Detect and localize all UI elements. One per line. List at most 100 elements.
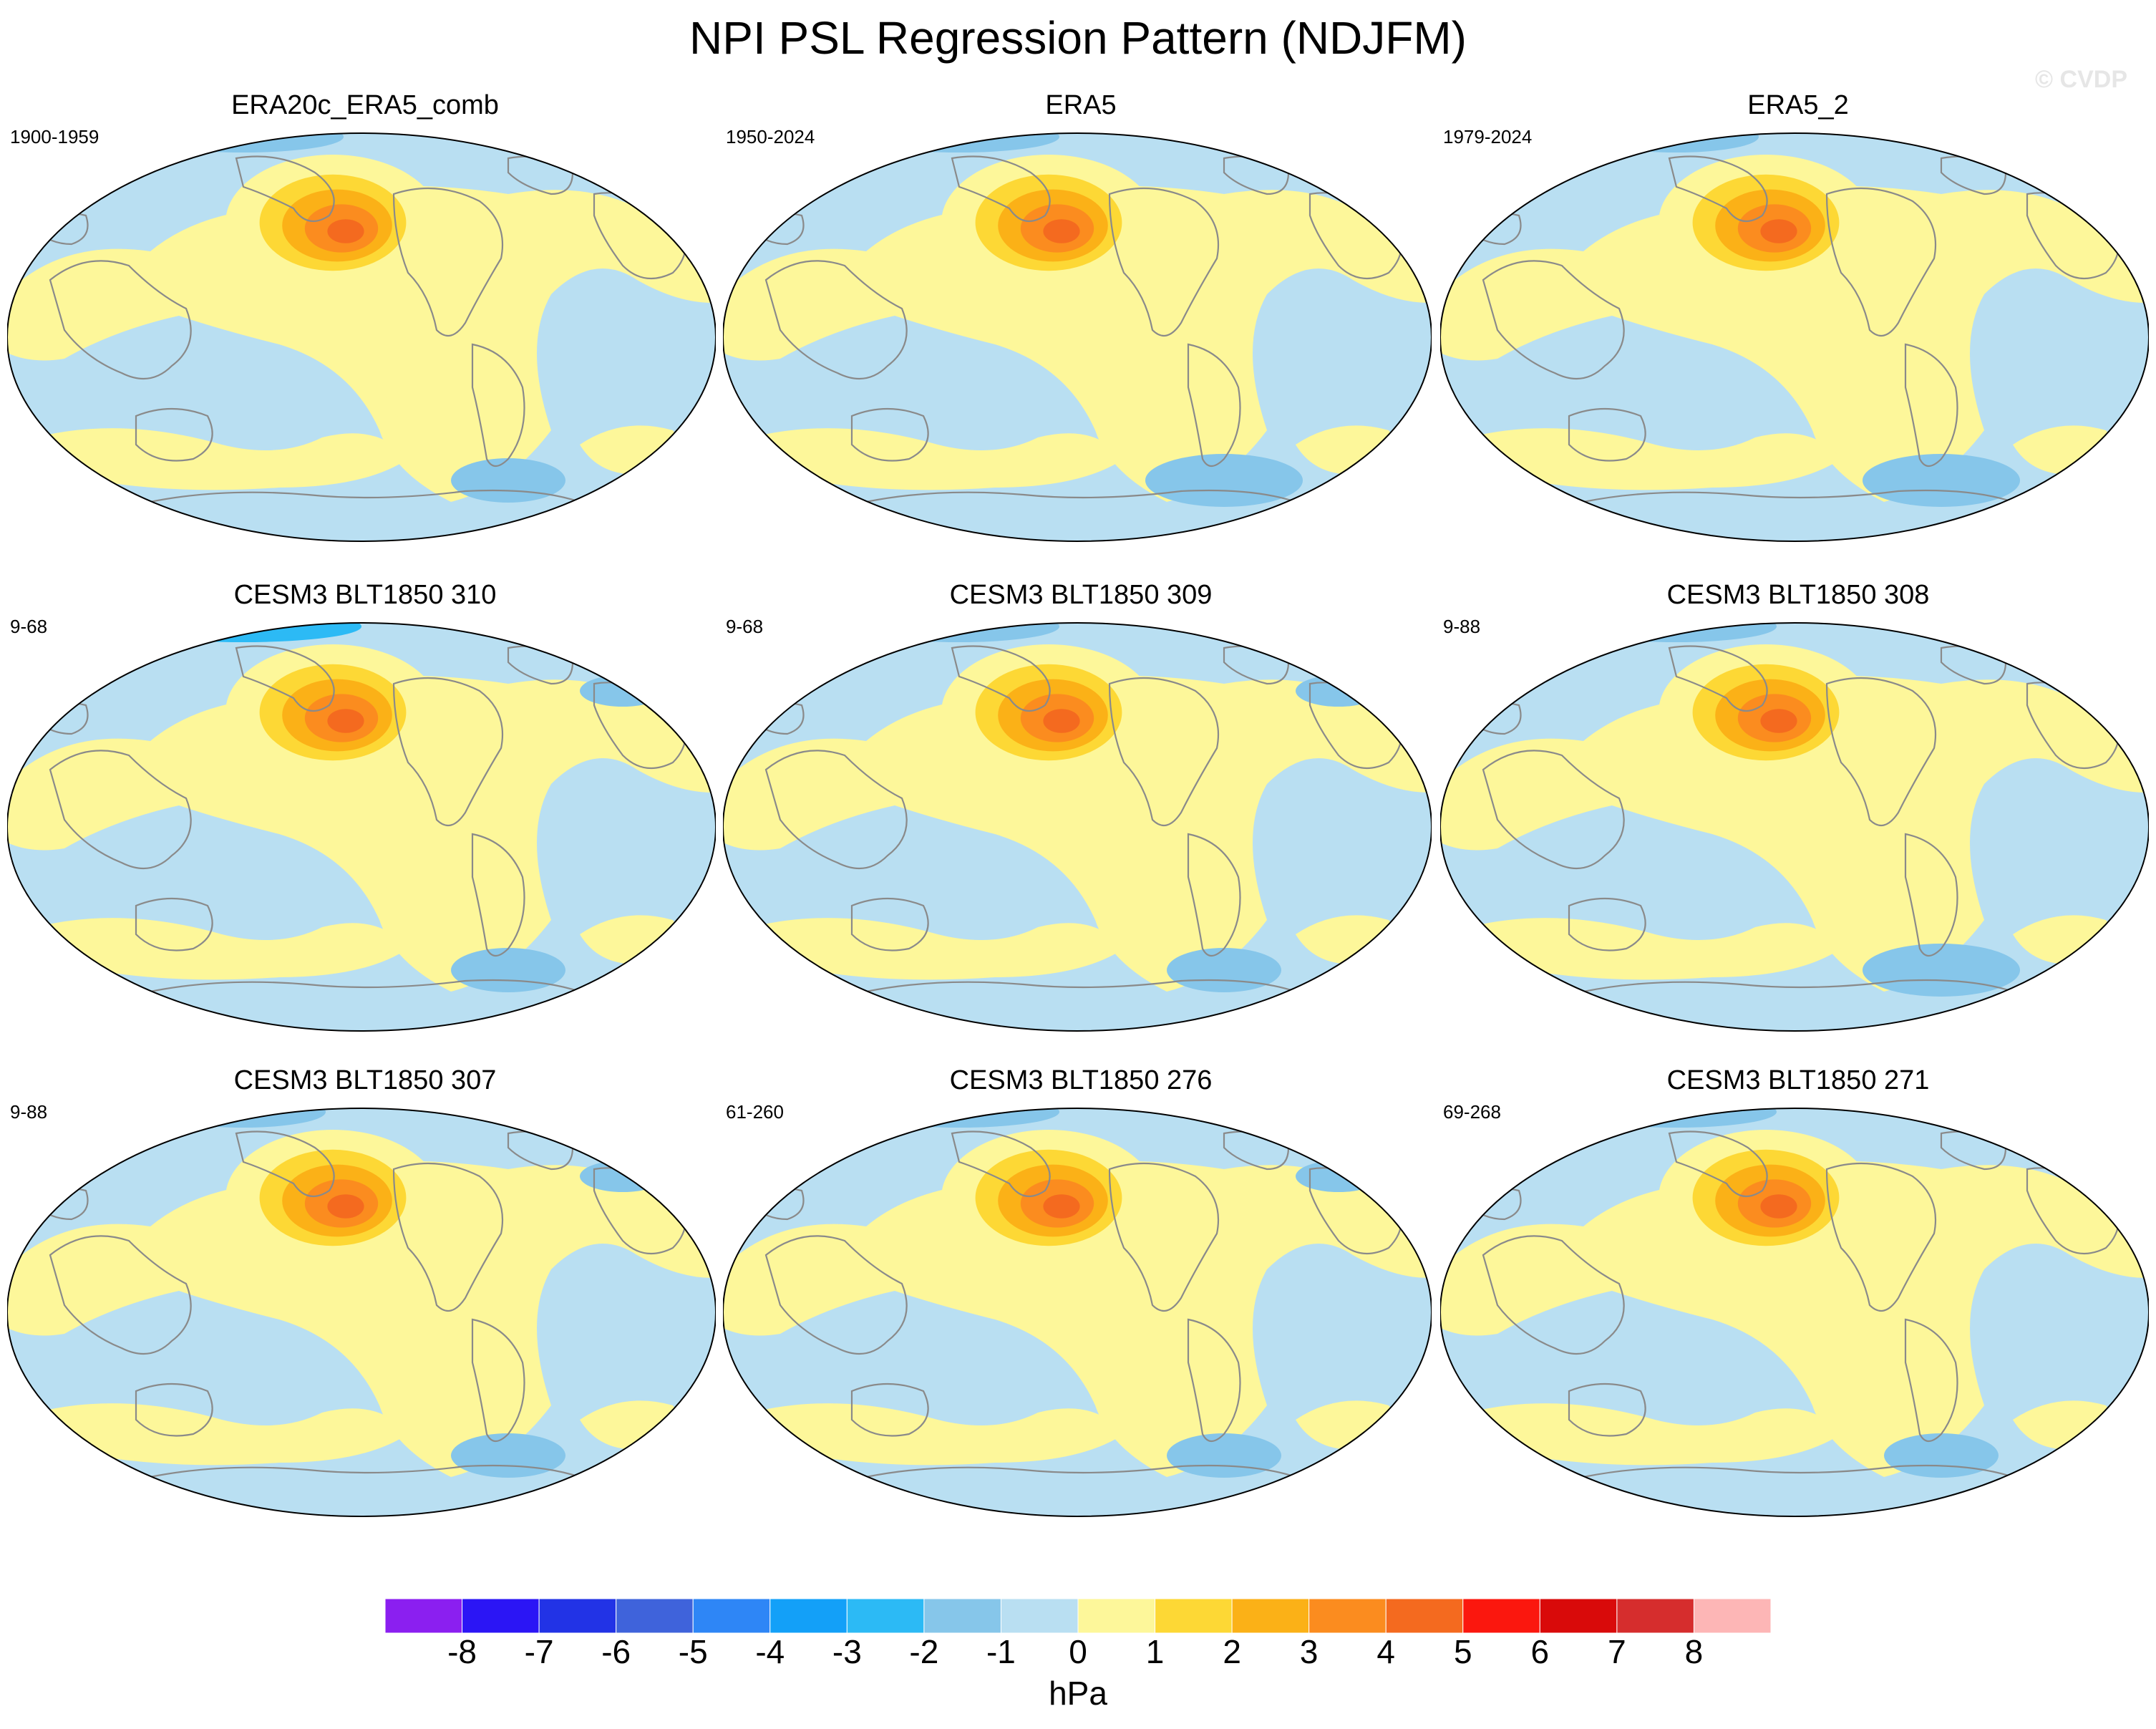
- np-high-contour: [1760, 709, 1797, 733]
- panel-title: CESM3 BLT1850 271: [1666, 1065, 1930, 1095]
- positive-anomaly-region: [1095, 379, 1214, 432]
- colorbar-tick-label: 4: [1376, 1633, 1396, 1670]
- panel-title: CESM3 BLT1850 307: [233, 1065, 497, 1095]
- panel-title: ERA5: [1045, 90, 1117, 120]
- colorbar-box: [769, 1599, 848, 1633]
- np-high-contour: [1760, 1194, 1797, 1219]
- coastline: [1904, 343, 1958, 468]
- colorbar-box: [1539, 1599, 1618, 1633]
- colorbar-box: [1077, 1599, 1156, 1633]
- colorbar-tick-label: 0: [1069, 1633, 1087, 1670]
- coastline: [1482, 750, 1625, 870]
- colorbar-tick-label: -5: [678, 1633, 708, 1670]
- atlantic-low-region: [1296, 675, 1382, 707]
- coastline: [764, 260, 908, 380]
- coastline: [392, 187, 504, 337]
- map-panel: CESM3 BLT1850 308 9-88: [1440, 580, 2156, 1074]
- coastline: [471, 1318, 525, 1443]
- coastline: [1568, 897, 1646, 951]
- map-svg: [1440, 132, 2149, 542]
- coastline: [1668, 155, 1768, 223]
- np-high-contour: [1043, 219, 1080, 243]
- positive-anomaly-region: [1469, 1403, 1841, 1466]
- figure-title: NPI PSL Regression Pattern (NDJFM): [689, 12, 1467, 64]
- positive-anomaly-region: [1440, 1161, 2149, 1477]
- np-high-contour: [1760, 219, 1797, 243]
- colorbar-tick-label: 3: [1299, 1633, 1319, 1670]
- coastline: [764, 750, 908, 870]
- map-panel: CESM3 BLT1850 276 61-260: [723, 1065, 1439, 1559]
- southern-low-region: [1167, 948, 1281, 992]
- positive-anomaly-region: [7, 185, 716, 502]
- positive-anomaly-region: [1812, 1354, 1931, 1407]
- positive-anomaly-region: [1469, 918, 1841, 980]
- map-border: [7, 132, 716, 542]
- map-svg: [7, 622, 716, 1032]
- southern-low-region: [1145, 454, 1303, 507]
- colorbar-box: [1385, 1599, 1464, 1633]
- southern-low-region: [1884, 1433, 1999, 1478]
- coastline: [1568, 407, 1646, 462]
- positive-anomaly-region: [379, 1354, 498, 1407]
- map-panel: CESM3 BLT1850 271 69-268: [1440, 1065, 2156, 1559]
- map-svg: [7, 132, 716, 542]
- coastline: [150, 979, 581, 993]
- colorbar-tick-label: -4: [755, 1633, 785, 1670]
- positive-anomaly-region: [36, 428, 408, 490]
- colorbar-box: [1462, 1599, 1540, 1633]
- colorbar-tick-label: -1: [986, 1633, 1016, 1670]
- coastline: [1187, 833, 1241, 957]
- coastline: [1825, 1162, 1937, 1312]
- positive-anomaly-region: [1812, 379, 1931, 432]
- coastline: [1568, 1382, 1646, 1437]
- positive-anomaly-region: [1469, 428, 1841, 490]
- map-border: [723, 622, 1432, 1032]
- positive-anomaly-region: [1095, 1354, 1214, 1407]
- map-svg: [1440, 1108, 2149, 1517]
- coastline: [49, 750, 192, 870]
- map-panel: CESM3 BLT1850 307 9-88: [7, 1065, 723, 1559]
- positive-anomaly-region: [1812, 868, 1931, 921]
- coastline: [1482, 260, 1625, 380]
- colorbar-box: [1693, 1599, 1771, 1633]
- southern-low-region: [451, 458, 565, 503]
- coastline: [865, 489, 1296, 503]
- coastline: [1825, 187, 1937, 337]
- coastline: [1108, 187, 1220, 337]
- panel-years: 61-260: [726, 1101, 784, 1123]
- positive-anomaly-region: [752, 918, 1124, 980]
- map-border: [7, 1108, 716, 1517]
- coastline: [150, 489, 581, 503]
- map-border: [723, 1108, 1432, 1517]
- panel-years: 69-268: [1443, 1101, 1501, 1123]
- panel-years: 9-68: [10, 616, 48, 637]
- colorbar-tick-label: 8: [1684, 1633, 1704, 1670]
- colorbar-box: [1000, 1599, 1079, 1633]
- coastline: [49, 260, 192, 380]
- coastline: [1668, 1130, 1768, 1198]
- coastline: [951, 1130, 1051, 1198]
- positive-anomaly-region: [752, 428, 1124, 490]
- colorbar-box: [692, 1599, 771, 1633]
- panel-years: 1900-1959: [10, 126, 99, 147]
- positive-anomaly-region: [1095, 868, 1214, 921]
- colorbar-tick-label: -8: [447, 1633, 477, 1670]
- panel-title: CESM3 BLT1850 308: [1666, 580, 1930, 610]
- coastline: [150, 1464, 581, 1478]
- colorbar-box: [462, 1599, 540, 1633]
- coastline: [1668, 645, 1768, 712]
- coastline: [471, 343, 525, 468]
- positive-anomaly-region: [379, 379, 498, 432]
- coastline: [951, 645, 1051, 712]
- panel-years: 1979-2024: [1443, 126, 1533, 147]
- coastline: [1583, 979, 2014, 993]
- map-svg: [723, 1108, 1432, 1517]
- coastline: [392, 1162, 504, 1312]
- arctic-low-region: [859, 133, 1059, 152]
- coastline: [850, 1382, 929, 1437]
- colorbar-box: [616, 1599, 694, 1633]
- atlantic-low-region: [580, 1161, 666, 1192]
- panel-years: 9-68: [726, 616, 764, 637]
- atlantic-low-region: [580, 675, 666, 707]
- colorbar-tick-label: 6: [1530, 1633, 1550, 1670]
